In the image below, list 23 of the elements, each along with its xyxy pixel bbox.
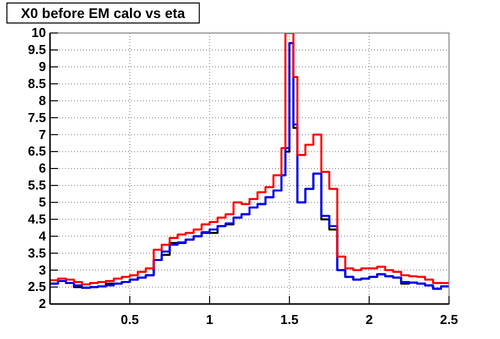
x-tick-label: 1 [206,312,214,327]
y-tick-label: 3 [38,262,46,278]
x-tick-label: 1.5 [280,312,298,327]
y-tick-label: 10 [32,25,46,40]
y-tick-label: 6.5 [28,144,46,159]
y-tick-label: 9 [38,59,46,74]
y-tick-label: 4 [38,228,47,244]
y-tick-label: 8 [38,92,46,108]
y-tick-label: 5.5 [28,178,46,193]
y-tick-label: 5 [38,194,46,210]
y-tick-label: 4.5 [28,211,46,226]
x-tick-label: 2.5 [440,312,458,327]
y-tick-label: 9.5 [28,42,46,58]
y-tick-label: 6 [38,160,46,176]
y-tick-label: 2 [38,296,46,312]
y-tick-label: 3.5 [28,245,46,260]
y-tick-label: 7 [38,126,46,142]
chart-title: X0 before EM calo vs eta [20,5,186,21]
y-tick-label: 8.5 [28,76,46,91]
y-tick-label: 7.5 [28,110,46,125]
x-tick-label: 2 [366,312,373,327]
x-tick-label: 0.5 [120,312,139,327]
y-tick-label: 2.5 [28,279,46,294]
